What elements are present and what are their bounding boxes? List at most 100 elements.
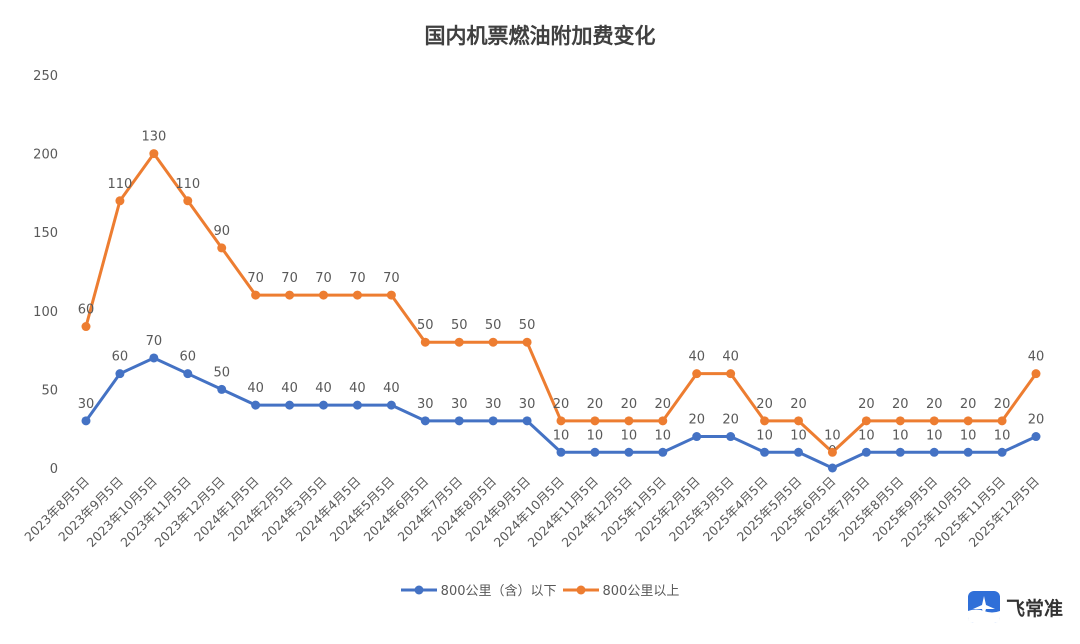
data-label: 60 [112, 350, 129, 365]
data-label: 30 [417, 397, 434, 412]
data-point [319, 400, 328, 410]
legend-item-series-2[interactable]: 800公里以上 [562, 580, 680, 599]
data-label: 50 [417, 318, 434, 333]
data-point [827, 463, 837, 473]
data-point [251, 400, 261, 410]
legend-label: 800公里（含）以下 [440, 584, 557, 599]
data-point [420, 416, 430, 426]
data-point [81, 322, 91, 332]
data-point [183, 196, 193, 206]
data-label: 20 [1028, 413, 1045, 428]
data-label: 10 [960, 428, 977, 443]
data-point [1031, 432, 1041, 442]
data-point [929, 416, 939, 426]
data-point [488, 416, 498, 426]
data-label: 20 [892, 397, 909, 412]
y-tick-label: 200 [33, 148, 58, 163]
data-label: 40 [1028, 350, 1045, 365]
data-point [454, 337, 464, 347]
data-point [794, 447, 803, 457]
data-label: 70 [315, 271, 332, 286]
data-point [590, 447, 600, 457]
data-label: 70 [383, 271, 400, 286]
data-label: 40 [247, 381, 264, 396]
data-point [861, 447, 871, 457]
data-point [217, 384, 227, 394]
data-point [794, 416, 803, 426]
data-label: 70 [247, 271, 264, 286]
data-label: 20 [553, 397, 570, 412]
data-label: 70 [146, 334, 163, 349]
data-point [115, 196, 125, 206]
logo: 飞常准 [968, 591, 1063, 623]
data-point [624, 447, 634, 457]
data-point [658, 416, 668, 426]
data-point [352, 290, 362, 300]
data-point [522, 416, 532, 426]
airplane-logo-icon [968, 591, 1000, 623]
data-point [556, 447, 566, 457]
data-point [319, 290, 328, 300]
data-point [522, 337, 532, 347]
data-point [590, 416, 600, 426]
data-label: 50 [451, 318, 468, 333]
data-label: 60 [78, 303, 95, 318]
data-label: 10 [655, 428, 672, 443]
data-label: 20 [587, 397, 604, 412]
data-label: 50 [213, 365, 230, 380]
legend-marker-blue [400, 585, 437, 594]
y-tick-label: 0 [50, 462, 58, 477]
data-point [251, 290, 261, 300]
logo-text: 飞常准 [1006, 597, 1064, 620]
data-point [726, 369, 736, 379]
data-label: 40 [688, 350, 705, 365]
data-label: 60 [180, 350, 197, 365]
data-label: 20 [722, 413, 739, 428]
data-point [454, 416, 464, 426]
y-tick-label: 50 [41, 383, 58, 398]
data-label: 40 [383, 381, 400, 396]
data-point [115, 369, 125, 379]
data-point [285, 290, 295, 300]
data-label: 40 [349, 381, 366, 396]
data-point [1031, 369, 1041, 379]
data-point [352, 400, 362, 410]
data-label: 10 [621, 428, 638, 443]
data-point [997, 447, 1007, 457]
data-point [488, 337, 498, 347]
data-label: 70 [281, 271, 298, 286]
legend-marker-orange [562, 585, 599, 594]
legend-label: 800公里以上 [602, 584, 680, 599]
data-point [556, 416, 566, 426]
data-label: 30 [451, 397, 468, 412]
data-label: 10 [587, 428, 604, 443]
data-point [692, 369, 702, 379]
data-label: 130 [141, 130, 166, 145]
data-label: 30 [78, 397, 95, 412]
data-label: 20 [756, 397, 773, 412]
data-label: 20 [960, 397, 977, 412]
data-label: 30 [519, 397, 536, 412]
legend-item-series-1[interactable]: 800公里（含）以下 [400, 580, 557, 599]
data-point [149, 353, 159, 363]
data-label: 10 [553, 428, 570, 443]
data-label: 20 [926, 397, 943, 412]
y-tick-label: 100 [33, 305, 58, 320]
data-point [997, 416, 1007, 426]
data-label: 110 [175, 177, 200, 192]
data-label: 70 [349, 271, 366, 286]
data-label: 10 [892, 428, 909, 443]
y-tick-label: 250 [33, 69, 58, 84]
data-point [217, 243, 227, 253]
data-point [861, 416, 871, 426]
data-point [895, 447, 905, 457]
data-label: 30 [485, 397, 502, 412]
data-label: 10 [790, 428, 807, 443]
data-label: 50 [519, 318, 536, 333]
data-point [827, 447, 837, 457]
data-point [963, 416, 973, 426]
y-tick-label: 150 [33, 226, 58, 241]
data-label: 40 [281, 381, 298, 396]
data-point [183, 369, 193, 379]
